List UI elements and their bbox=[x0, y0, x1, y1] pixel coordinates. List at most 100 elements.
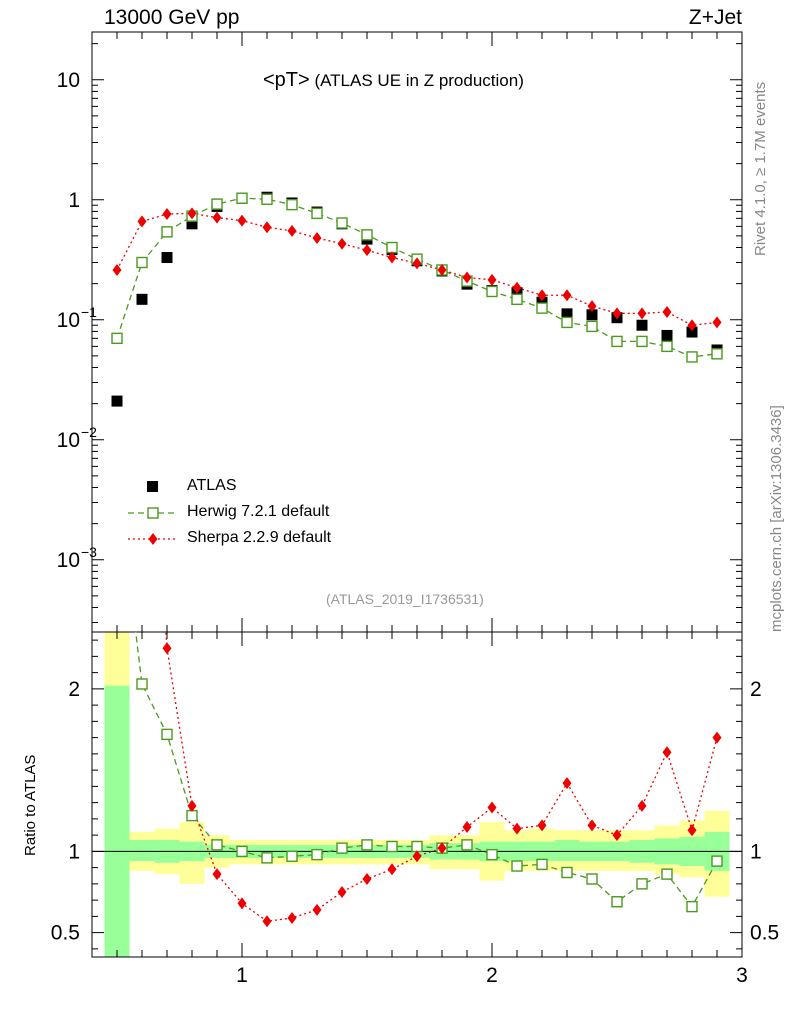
herwig-point-21 bbox=[636, 335, 648, 348]
herwig-ratio-point-15 bbox=[486, 848, 498, 861]
sherpa-point-24 bbox=[712, 316, 722, 329]
sherpa-point-13 bbox=[437, 263, 447, 276]
legend-label-sherpa: Sherpa 2.2.9 default bbox=[187, 529, 332, 546]
herwig-point-19 bbox=[586, 320, 598, 333]
ratio-ytick-label: 2 bbox=[68, 678, 80, 701]
sherpa-ratio-point-12 bbox=[412, 850, 422, 863]
herwig-ratio-point-16 bbox=[511, 860, 523, 872]
herwig-ratio-point-10 bbox=[361, 839, 373, 851]
sherpa-point-8 bbox=[312, 232, 322, 245]
sherpa-point-1 bbox=[137, 215, 147, 228]
herwig-point-11 bbox=[386, 241, 398, 254]
herwig-ratio-point-3 bbox=[186, 809, 198, 822]
sherpa-point-18 bbox=[562, 289, 572, 302]
herwig-ratio-point-18 bbox=[561, 866, 573, 879]
sherpa-ratio-point-3 bbox=[187, 799, 197, 812]
sherpa-point-19 bbox=[587, 300, 597, 313]
analysis-id: (ATLAS_2019_I1736531) bbox=[326, 591, 484, 607]
ratio-band-stat-18 bbox=[554, 840, 580, 862]
sherpa-ratio-point-7 bbox=[287, 912, 297, 924]
herwig-ratio-point-11 bbox=[386, 840, 398, 853]
rivet-version-label: Rivet 4.1.0, ≥ 1.7M events bbox=[752, 81, 769, 256]
sherpa-ratio-point-23 bbox=[687, 824, 697, 837]
herwig-ratio-point-4 bbox=[211, 839, 223, 851]
sherpa-point-15 bbox=[487, 273, 497, 286]
sherpa-point-9 bbox=[337, 237, 347, 250]
sherpa-point-21 bbox=[637, 307, 647, 320]
herwig-point-24 bbox=[711, 348, 723, 360]
sherpa-point-10 bbox=[362, 244, 372, 257]
plot-title: <pT> (ATLAS UE in Z production) bbox=[263, 69, 524, 92]
sherpa-ratio-point-21 bbox=[637, 799, 647, 812]
legend-label-atlas: ATLAS bbox=[187, 477, 237, 494]
herwig-point-20 bbox=[611, 335, 623, 348]
main-ytick-label: 10 bbox=[57, 549, 80, 572]
sherpa-ratio-point-8 bbox=[312, 903, 322, 916]
sherpa-ratio-point-15 bbox=[487, 801, 497, 814]
main-ytick-label: 10 bbox=[57, 429, 80, 452]
plot-title-main: <pT> bbox=[263, 69, 310, 91]
herwig-point-6 bbox=[261, 193, 273, 205]
herwig-ratio-point-9 bbox=[336, 842, 348, 854]
atlas-point-18 bbox=[561, 308, 573, 320]
sherpa-ratio-point-10 bbox=[362, 873, 372, 885]
herwig-ratio-point-21 bbox=[636, 878, 648, 890]
herwig-ratio-point-22 bbox=[661, 868, 673, 880]
mcplots-label: mcplots.cern.ch [arXiv:1306.3436] bbox=[768, 405, 785, 632]
herwig-point-9 bbox=[336, 217, 348, 229]
sherpa-point-3 bbox=[187, 207, 197, 220]
sherpa-ratio-point-16 bbox=[512, 822, 522, 835]
herwig-point-0 bbox=[111, 332, 123, 345]
main-ytick-label: 10 bbox=[57, 309, 80, 332]
atlas-point-21 bbox=[636, 319, 648, 331]
herwig-ratio-point-24 bbox=[711, 855, 723, 867]
sherpa-ratio-point-9 bbox=[337, 886, 347, 898]
herwig-line bbox=[116, 197, 718, 358]
legend-markers bbox=[128, 481, 178, 545]
sherpa-point-17 bbox=[537, 289, 547, 302]
atlas-point-22 bbox=[661, 329, 673, 341]
herwig-point-23 bbox=[686, 351, 698, 363]
sherpa-point-2 bbox=[162, 208, 172, 221]
herwig-point-7 bbox=[286, 198, 298, 211]
main-ytick-label-exp: −2 bbox=[81, 424, 97, 440]
ratio-uncertainty-bands bbox=[104, 632, 730, 957]
herwig-ratio-point-14 bbox=[461, 839, 473, 851]
legend-marker-sherpa bbox=[148, 533, 158, 545]
sherpa-ratio-point-11 bbox=[387, 863, 397, 876]
herwig-point-5 bbox=[236, 192, 248, 204]
sherpa-point-4 bbox=[212, 211, 222, 224]
atlas-point-3 bbox=[186, 218, 198, 230]
sherpa-point-16 bbox=[512, 281, 522, 294]
herwig-ratio-point-1 bbox=[136, 678, 148, 690]
herwig-point-17 bbox=[536, 302, 548, 314]
herwig-point-16 bbox=[511, 293, 523, 306]
xtick-label: 1 bbox=[236, 964, 248, 987]
ratio-frame bbox=[91, 631, 743, 958]
sherpa-ratio-point-19 bbox=[587, 819, 597, 832]
main-ytick-label: 1 bbox=[68, 189, 80, 212]
sherpa-ratio-point-2 bbox=[162, 642, 172, 655]
ratio-ytick-label-right: 1 bbox=[750, 840, 762, 863]
atlas-point-1 bbox=[136, 293, 148, 305]
sherpa-ratio-point-14 bbox=[462, 821, 472, 833]
ratio-ytick-label-right: 0.5 bbox=[750, 922, 779, 945]
atlas-point-2 bbox=[161, 252, 173, 264]
sherpa-ratio-point-5 bbox=[237, 897, 247, 910]
herwig-ratio-point-6 bbox=[261, 852, 273, 864]
herwig-ratio-point-8 bbox=[311, 848, 323, 861]
herwig-ratio-point-20 bbox=[611, 896, 623, 908]
sherpa-point-11 bbox=[387, 251, 397, 264]
herwig-point-8 bbox=[311, 207, 323, 220]
sherpa-ratio-point-20 bbox=[612, 829, 622, 842]
data-series bbox=[111, 191, 723, 928]
main-ytick-label-exp: −1 bbox=[81, 304, 97, 320]
process-label: Z+Jet bbox=[688, 6, 742, 29]
ratio-band-stat-0 bbox=[104, 685, 130, 957]
herwig-ratio-point-19 bbox=[586, 873, 598, 885]
herwig-ratio-point-12 bbox=[411, 840, 423, 853]
herwig-point-1 bbox=[136, 256, 148, 269]
ratio-ytick-label: 1 bbox=[68, 840, 80, 863]
xtick-label: 2 bbox=[486, 964, 498, 987]
